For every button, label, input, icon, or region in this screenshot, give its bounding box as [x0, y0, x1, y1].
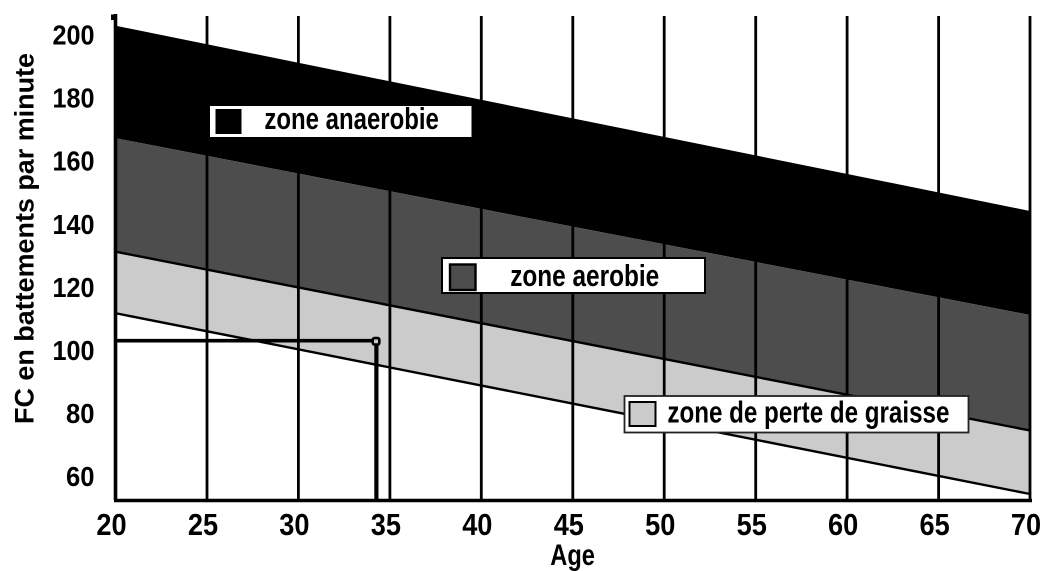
- svg-text:30: 30: [279, 507, 309, 542]
- svg-text:60: 60: [66, 461, 95, 492]
- svg-text:zone de perte de graisse: zone de perte de graisse: [667, 396, 949, 430]
- svg-text:FC en battements par minute: FC en battements par minute: [10, 53, 40, 424]
- svg-text:70: 70: [1011, 507, 1041, 542]
- svg-text:80: 80: [66, 398, 95, 429]
- svg-text:35: 35: [371, 507, 401, 542]
- svg-text:zone aerobie: zone aerobie: [510, 259, 659, 293]
- svg-text:zone anaerobie: zone anaerobie: [264, 102, 439, 136]
- svg-text:140: 140: [53, 209, 95, 240]
- svg-text:45: 45: [554, 507, 584, 542]
- svg-text:40: 40: [462, 507, 492, 542]
- svg-text:180: 180: [53, 83, 95, 114]
- svg-text:200: 200: [53, 20, 95, 51]
- svg-text:25: 25: [188, 507, 218, 542]
- svg-text:55: 55: [737, 507, 767, 542]
- svg-text:120: 120: [53, 272, 95, 303]
- svg-text:50: 50: [645, 507, 675, 542]
- svg-text:100: 100: [53, 335, 95, 366]
- svg-text:60: 60: [828, 507, 858, 542]
- svg-text:160: 160: [53, 146, 95, 177]
- svg-text:Age: Age: [550, 539, 595, 571]
- svg-text:20: 20: [96, 507, 126, 542]
- svg-text:65: 65: [920, 507, 950, 542]
